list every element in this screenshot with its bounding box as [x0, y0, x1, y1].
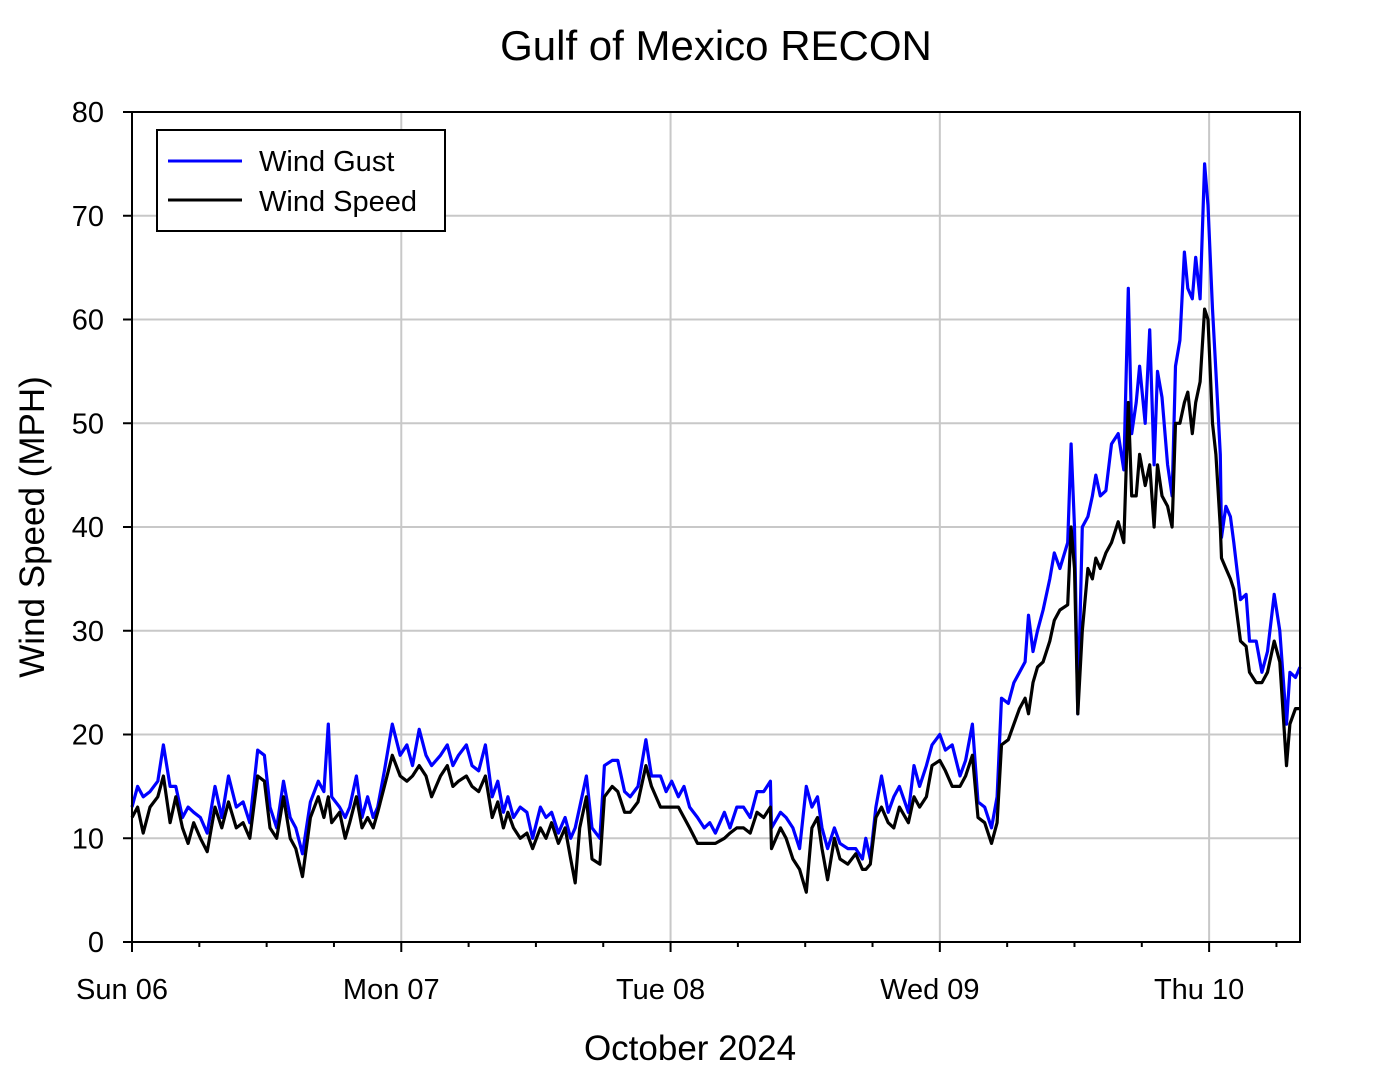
- y-tick-label: 0: [88, 927, 104, 959]
- y-tick-label: 60: [72, 305, 104, 337]
- chart-title: Gulf of Mexico RECON: [500, 22, 932, 69]
- y-tick-label: 10: [72, 823, 104, 855]
- legend-label-wind-gust: Wind Gust: [259, 146, 394, 178]
- x-tick-label: Sun 06: [76, 974, 168, 1006]
- legend: Wind Gust Wind Speed: [156, 129, 446, 232]
- x-tick-label: Tue 08: [616, 974, 705, 1006]
- y-tick-label: 80: [72, 97, 104, 129]
- series-line-wind-speed: [130, 307, 1300, 894]
- y-tick-label: 20: [72, 720, 104, 752]
- legend-box: [156, 129, 446, 232]
- x-tick-label: Wed 09: [880, 974, 979, 1006]
- y-tick-label: 50: [72, 408, 104, 440]
- axis-ticks: 0 10 20 30 40 50 60 70 80 Sun 06 Mon 07 Tue 08 Wed 0…: [72, 97, 1278, 1006]
- y-tick-label: 30: [72, 616, 104, 648]
- legend-label-wind-speed: Wind Speed: [259, 186, 417, 218]
- x-tick-label: Thu 10: [1154, 974, 1244, 1006]
- x-axis-label: October 2024: [584, 1029, 796, 1068]
- x-tick-label: Mon 07: [343, 974, 440, 1006]
- series-line-wind-gust: [130, 162, 1302, 861]
- series-lines: [130, 162, 1302, 894]
- y-tick-label: 40: [72, 512, 104, 544]
- y-axis-label: Wind Speed (MPH): [13, 376, 52, 677]
- y-tick-label: 70: [72, 201, 104, 233]
